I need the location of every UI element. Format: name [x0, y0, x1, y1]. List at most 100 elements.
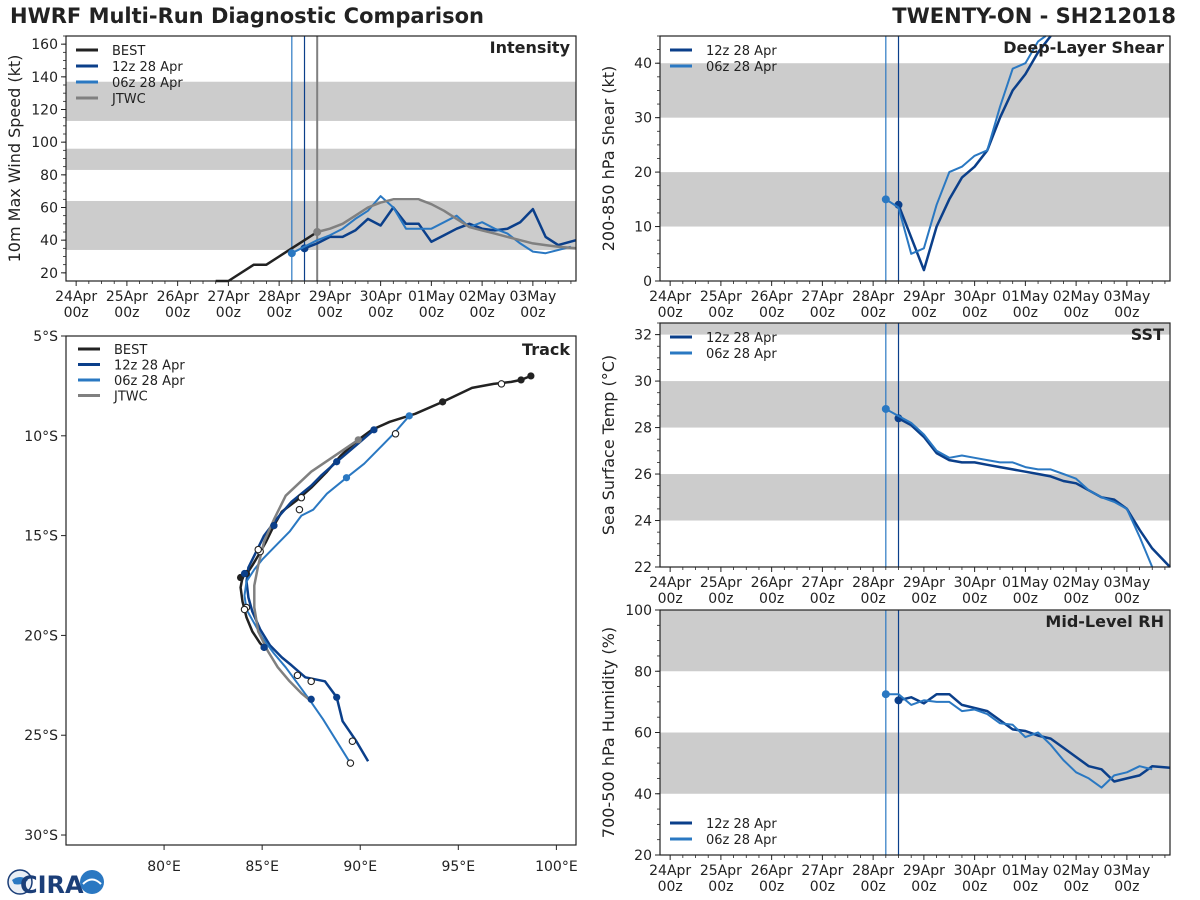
intensity-xtick-label: 00z — [317, 305, 342, 321]
track-marker-filled — [439, 398, 447, 406]
track-marker-filled — [270, 522, 278, 530]
rh-xtick-label: 26Apr — [751, 863, 793, 879]
sst-xtick-label: 26Apr — [751, 575, 793, 591]
shear-xtick-label: 00z — [962, 305, 987, 321]
track-xtick-label: 100°E — [535, 859, 578, 875]
shear-xtick-label: 00z — [658, 305, 683, 321]
track-marker-filled — [333, 693, 341, 701]
intensity-ytick-label: 40 — [40, 233, 58, 249]
intensity-xtick-label: 03May — [509, 289, 556, 305]
track-marker-filled — [307, 695, 315, 703]
sst-xtick-label: 02May — [1053, 575, 1100, 591]
sst-ylabel: Sea Surface Temp (°C) — [599, 355, 618, 535]
track-xtick-label: 95°E — [441, 859, 475, 875]
intensity-series-start-marker — [313, 228, 322, 236]
intensity-ytick-label: 120 — [31, 103, 58, 119]
rh-xtick-label: 00z — [1013, 879, 1038, 895]
track-series-line — [253, 438, 360, 703]
track-marker-filled — [333, 458, 341, 466]
intensity-xtick-label: 24Apr — [55, 289, 97, 305]
shear-xtick-label: 25Apr — [700, 289, 742, 305]
globe-land-shape — [12, 877, 28, 885]
track-title: Track — [522, 340, 570, 359]
sst-xtick-label: 29Apr — [903, 575, 945, 591]
intensity-band — [66, 81, 576, 121]
rh-xtick-label: 00z — [962, 879, 987, 895]
shear-xtick-label: 00z — [810, 305, 835, 321]
rh-xtick-label: 00z — [658, 879, 683, 895]
rh-xtick-label: 27Apr — [801, 863, 843, 879]
shear-xtick-label: 00z — [861, 305, 886, 321]
intensity-xtick-label: 27Apr — [207, 289, 249, 305]
shear-band — [660, 63, 1170, 118]
sst-ytick-label: 24 — [634, 514, 652, 530]
cira-logo: CIRA — [7, 869, 104, 898]
sst-xtick-label: 00z — [861, 591, 886, 607]
intensity-series-line — [316, 198, 577, 250]
intensity-series-line — [304, 206, 577, 250]
intensity-ytick-label: 80 — [40, 168, 58, 184]
track-series-line — [243, 415, 411, 764]
sst-series-line — [885, 408, 1154, 568]
track-legend-label: 12z 28 Apr — [114, 359, 185, 374]
intensity-ytick-label: 140 — [31, 70, 58, 86]
track-xtick-label: 85°E — [245, 859, 279, 875]
sst-xtick-label: 03May — [1103, 575, 1150, 591]
shear-ylabel: 200-850 hPa Shear (kt) — [599, 66, 618, 252]
rh-series-line — [898, 692, 1171, 783]
sst-xtick-label: 00z — [810, 591, 835, 607]
track-marker-filled — [260, 643, 268, 651]
rh-ytick-label: 20 — [634, 848, 652, 864]
track-xtick-label: 90°E — [343, 859, 377, 875]
intensity-xtick-label: 00z — [165, 305, 190, 321]
track-ytick-label: 25°S — [24, 728, 58, 744]
sst-ytick-label: 28 — [634, 421, 652, 437]
logo-text: CIRA — [20, 871, 84, 898]
intensity-xtick-label: 00z — [64, 305, 89, 321]
sst-band — [660, 323, 1170, 335]
rh-xtick-label: 24Apr — [649, 863, 691, 879]
sst-xtick-label: 00z — [658, 591, 683, 607]
rh-xtick-label: 00z — [1064, 879, 1089, 895]
intensity-xtick-label: 00z — [470, 305, 495, 321]
sst-ytick-label: 22 — [634, 560, 652, 576]
sst-xtick-label: 30Apr — [954, 575, 996, 591]
track-marker-open — [391, 430, 400, 438]
track-ytick-label: 5°S — [33, 329, 58, 345]
shear-xtick-label: 30Apr — [954, 289, 996, 305]
sst-xtick-label: 00z — [1114, 591, 1139, 607]
track-frame — [65, 335, 577, 846]
sst-band — [660, 381, 1170, 428]
shear-xtick-label: 24Apr — [649, 289, 691, 305]
track-marker-open — [497, 380, 506, 388]
track-marker-open — [297, 493, 306, 502]
intensity-xtick-label: 28Apr — [258, 289, 300, 305]
shear-xtick-label: 02May — [1053, 289, 1100, 305]
rh-band — [660, 610, 1170, 672]
rh-xtick-label: 00z — [810, 879, 835, 895]
intensity-panel: 2040608010012014016024Apr00z25Apr00z26Ap… — [5, 35, 577, 321]
intensity-xtick-label: 00z — [216, 305, 241, 321]
track-legend-label: JTWC — [113, 390, 148, 405]
rh-xtick-label: 00z — [708, 879, 733, 895]
storm-id: TWENTY-ON - SH212018 — [892, 4, 1176, 28]
shear-ytick-label: 10 — [634, 220, 652, 236]
shear-xtick-label: 00z — [1114, 305, 1139, 321]
intensity-xtick-label: 01May — [408, 289, 455, 305]
track-ytick-label: 30°S — [24, 828, 58, 844]
track-marker-open — [293, 671, 302, 680]
intensity-legend-label: BEST — [112, 44, 145, 59]
sst-xtick-label: 00z — [708, 591, 733, 607]
shear-ytick-label: 0 — [643, 274, 652, 290]
main-title: HWRF Multi-Run Diagnostic Comparison — [10, 4, 485, 28]
intensity-xtick-label: 02May — [459, 289, 506, 305]
intensity-legend-label: 12z 28 Apr — [112, 60, 183, 75]
track-marker-filled — [240, 569, 249, 578]
track-xtick-label: 80°E — [147, 859, 181, 875]
rh-series-start-marker — [894, 696, 903, 705]
track-marker-open — [307, 677, 315, 686]
rh-ytick-label: 100 — [625, 603, 652, 619]
intensity-ytick-label: 20 — [40, 266, 58, 282]
sst-xtick-label: 00z — [1064, 591, 1089, 607]
